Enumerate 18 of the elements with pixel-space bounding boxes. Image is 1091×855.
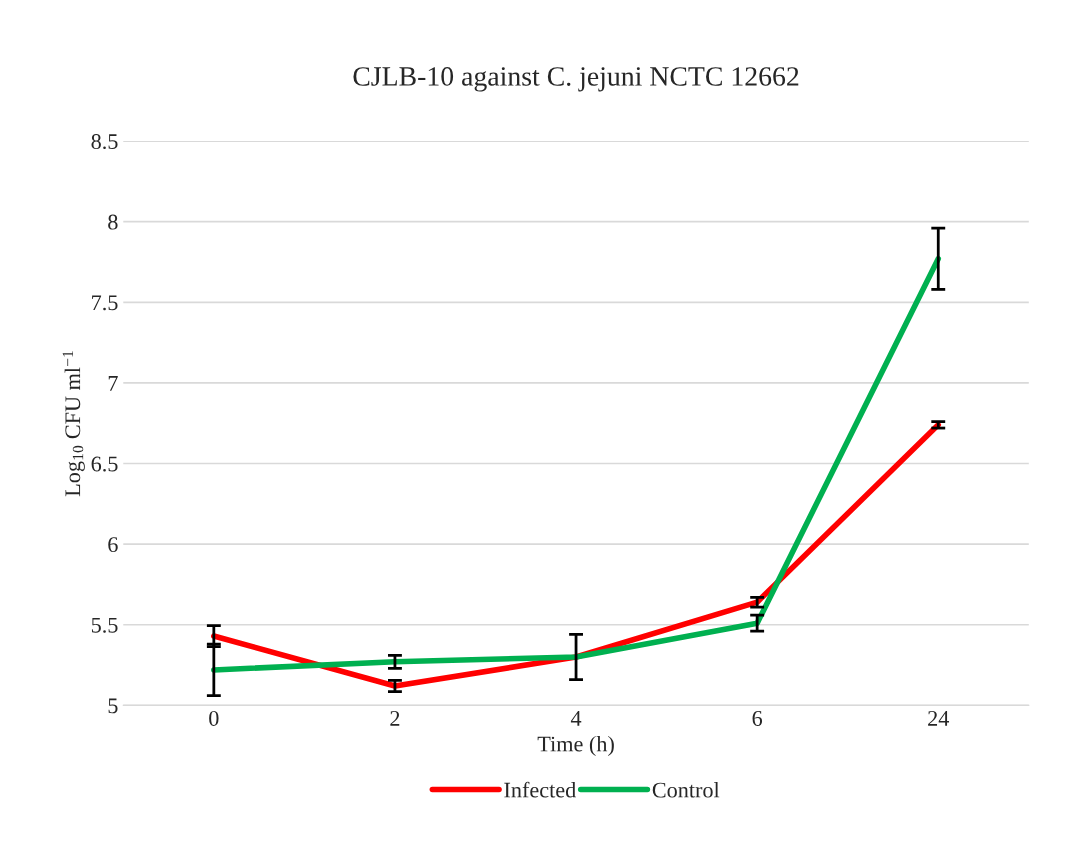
y-axis-title: Log$_{10}$ CFU ml$^{−1}$	[62, 351, 85, 497]
x-tick-label: 4	[570, 711, 582, 726]
y-tick-label: 5.5	[91, 617, 118, 633]
chart-title: CJLB-10 against C. jejuni NCTC 12662	[353, 67, 799, 92]
y-tick-label: 6	[108, 537, 118, 553]
x-tick-label: 2	[390, 710, 400, 726]
y-tick-label: 5	[108, 698, 118, 714]
legend-label: Infected	[504, 781, 576, 798]
x-tick-label: 0	[209, 710, 219, 726]
y-tick-label: 7	[108, 376, 118, 391]
y-tick-label: 6.5	[91, 456, 118, 472]
y-tick-label: 7.5	[92, 295, 118, 311]
y-tick-label: 8.5	[91, 134, 118, 150]
x-axis-title: Time (h)	[537, 735, 614, 757]
legend-label: Control	[652, 781, 720, 798]
y-tick-label: 8	[108, 214, 118, 230]
x-tick-label: 24	[928, 710, 950, 726]
x-tick-label: 6	[752, 710, 763, 726]
